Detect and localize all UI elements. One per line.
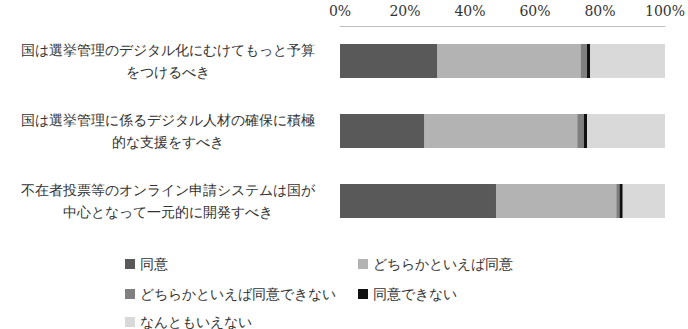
svg-text:20%: 20% [389,3,420,19]
svg-text:同意: 同意 [140,256,168,272]
svg-text:をつけるべき: をつけるべき [126,64,210,80]
svg-text:同意できない: 同意できない [373,286,457,302]
svg-text:なんともいえない: なんともいえない [140,314,252,329]
svg-text:どちらかといえば同意できない: どちらかといえば同意できない [140,286,336,302]
svg-text:どちらかといえば同意: どちらかといえば同意 [373,256,513,272]
svg-text:不在者投票等のオンライン申請システムは国が: 不在者投票等のオンライン申請システムは国が [21,182,316,198]
svg-text:中心となって一元的に開発すべき: 中心となって一元的に開発すべき [63,204,273,220]
svg-text:0%: 0% [329,3,351,19]
svg-text:40%: 40% [454,3,485,19]
svg-text:国は選挙管理に係るデジタル人材の確保に積極: 国は選挙管理に係るデジタル人材の確保に積極 [21,112,315,128]
svg-text:的な支援をすべき: 的な支援をすべき [112,134,224,150]
svg-text:100%: 100% [645,3,685,19]
svg-text:60%: 60% [519,3,550,19]
svg-text:国は選挙管理のデジタル化にむけてもっと予算: 国は選挙管理のデジタル化にむけてもっと予算 [21,42,315,58]
svg-text:80%: 80% [584,3,615,19]
